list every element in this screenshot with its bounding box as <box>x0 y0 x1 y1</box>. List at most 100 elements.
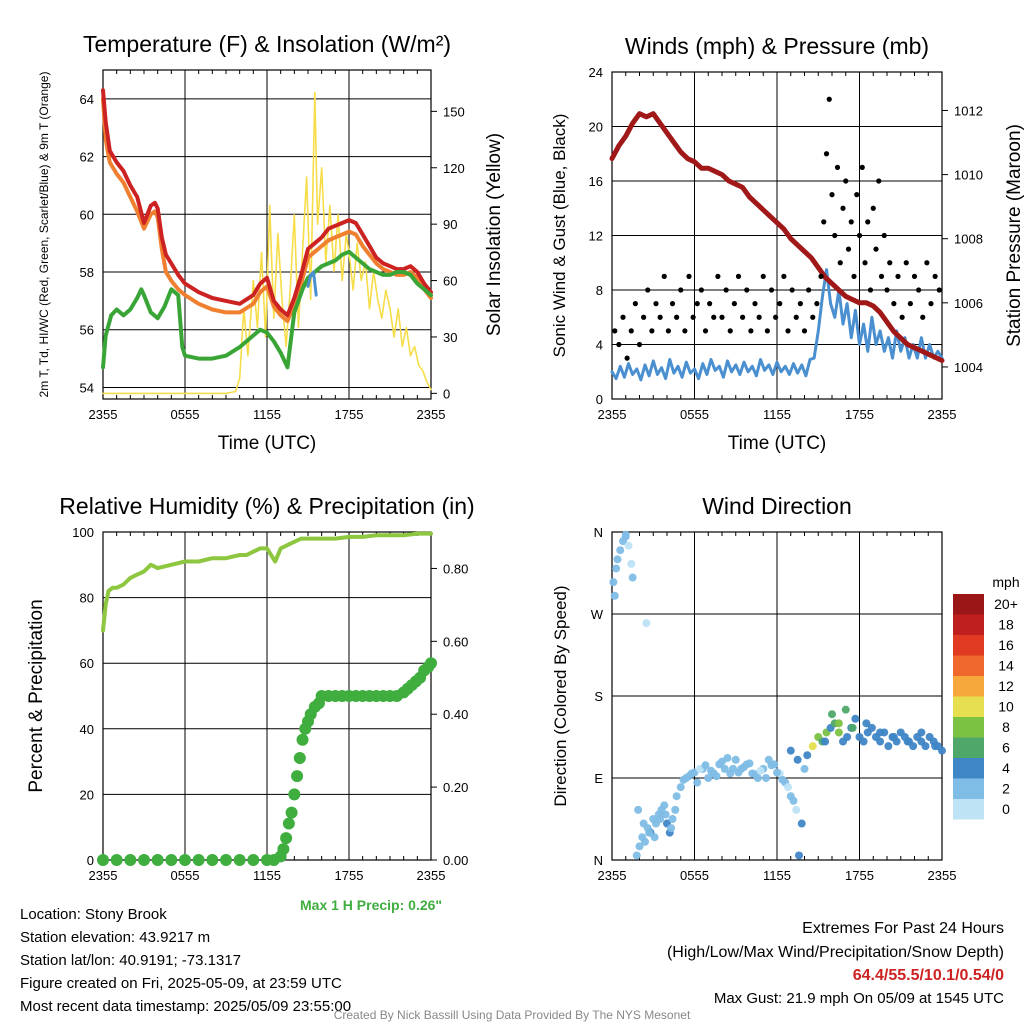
direction-point <box>792 805 801 814</box>
max-precip-label: Max 1 H Precip: 0.26" <box>300 897 443 913</box>
legend-swatch <box>953 717 984 738</box>
gust-point <box>781 273 787 279</box>
direction-point <box>612 564 621 573</box>
direction-point <box>616 546 625 555</box>
y-tick-label: 0 <box>596 392 603 407</box>
gust-point <box>752 301 758 307</box>
y-tick-label: N <box>594 853 603 868</box>
precip-point <box>296 733 309 746</box>
direction-point <box>876 737 885 746</box>
legend-label: 12 <box>998 678 1014 694</box>
direction-point <box>635 842 644 851</box>
gust-point <box>834 164 841 170</box>
direction-point <box>800 764 809 773</box>
gust-point <box>748 328 754 334</box>
direction-point <box>789 796 798 805</box>
direction-point <box>609 578 618 587</box>
precip-point <box>285 806 298 819</box>
direction-point <box>707 766 715 775</box>
gust-point <box>873 246 879 252</box>
legend-swatch <box>953 737 984 758</box>
y-tick-label: 8 <box>596 283 603 298</box>
direction-point <box>834 719 843 728</box>
gust-point <box>793 314 799 320</box>
direction-point <box>848 723 857 732</box>
direction-point <box>667 824 676 833</box>
y2-axis-label: Solar Insolation (Yellow) <box>484 133 505 336</box>
gust-point <box>686 273 692 279</box>
direction-point <box>756 766 765 775</box>
direction-point <box>821 737 830 746</box>
x-tick-label: 2355 <box>928 868 957 883</box>
precip-point <box>165 854 178 866</box>
gust-point <box>744 287 750 293</box>
direction-point <box>628 573 637 582</box>
gust-point <box>669 301 676 307</box>
gust-point <box>727 328 733 334</box>
legend-swatch <box>953 594 984 615</box>
legend-label: 0 <box>1002 801 1010 817</box>
precip-point <box>282 817 295 830</box>
insolation-line <box>102 91 432 395</box>
gust-point <box>661 273 667 279</box>
direction-point <box>701 761 710 770</box>
x-tick-label: 1155 <box>253 868 281 883</box>
y-tick-label: S <box>594 689 603 704</box>
gust-point <box>612 328 618 334</box>
gust-point <box>848 219 854 225</box>
legend-label: 10 <box>998 699 1014 715</box>
y-tick-label: 60 <box>80 207 94 222</box>
x-tick-label: 0555 <box>680 868 709 883</box>
direction-point <box>650 833 659 842</box>
y-tick-label: 58 <box>80 265 94 280</box>
precip-point <box>179 854 191 866</box>
figure-created: Figure created on Fri, 2025-05-09, at 23… <box>20 975 342 992</box>
gust-point <box>814 301 820 307</box>
x-tick-label: 2355 <box>89 868 118 883</box>
temperature-2m-line <box>101 88 433 318</box>
gust-point <box>641 314 647 320</box>
direction-point <box>834 728 843 737</box>
gust-point <box>777 301 783 307</box>
gust-point <box>694 301 700 307</box>
gust-point <box>740 314 746 320</box>
legend-swatch <box>953 676 984 697</box>
y2-tick-label: 0.60 <box>443 634 468 649</box>
gust-point <box>845 246 852 252</box>
gust-point <box>620 314 626 320</box>
direction-point <box>712 772 721 781</box>
precip-point <box>425 657 437 670</box>
direction-point <box>660 801 669 810</box>
direction-point <box>668 815 677 823</box>
precip-point <box>233 854 246 866</box>
wind-speed-line <box>610 268 944 382</box>
x-axis-label: Time (UTC) <box>728 433 827 454</box>
extremes-title: Extremes For Past 24 Hours <box>802 920 1004 937</box>
y2-tick-label: 0 <box>443 386 450 401</box>
precip-point <box>206 854 219 866</box>
direction-point <box>828 710 836 719</box>
y-tick-label: 62 <box>80 150 94 165</box>
direction-point <box>867 723 876 732</box>
gust-point <box>928 301 934 307</box>
gust-point <box>920 314 926 320</box>
x-tick-label: 2355 <box>598 407 627 422</box>
gust-point <box>731 301 737 307</box>
gust-point <box>789 287 795 293</box>
gust-point <box>702 328 709 334</box>
gust-point <box>785 328 791 334</box>
gust-point <box>657 314 663 320</box>
direction-point <box>762 774 770 782</box>
plot-frame <box>611 531 943 861</box>
chart-title: Wind Direction <box>702 493 852 519</box>
direction-point <box>921 742 930 751</box>
gust-point <box>870 205 876 211</box>
gust-point <box>735 273 742 279</box>
gust-point <box>843 178 849 184</box>
direction-point <box>693 778 702 787</box>
direction-point <box>903 737 912 746</box>
gust-point <box>916 287 922 293</box>
gust-point <box>862 260 868 266</box>
direction-point <box>634 805 643 814</box>
precip-point <box>124 854 137 866</box>
